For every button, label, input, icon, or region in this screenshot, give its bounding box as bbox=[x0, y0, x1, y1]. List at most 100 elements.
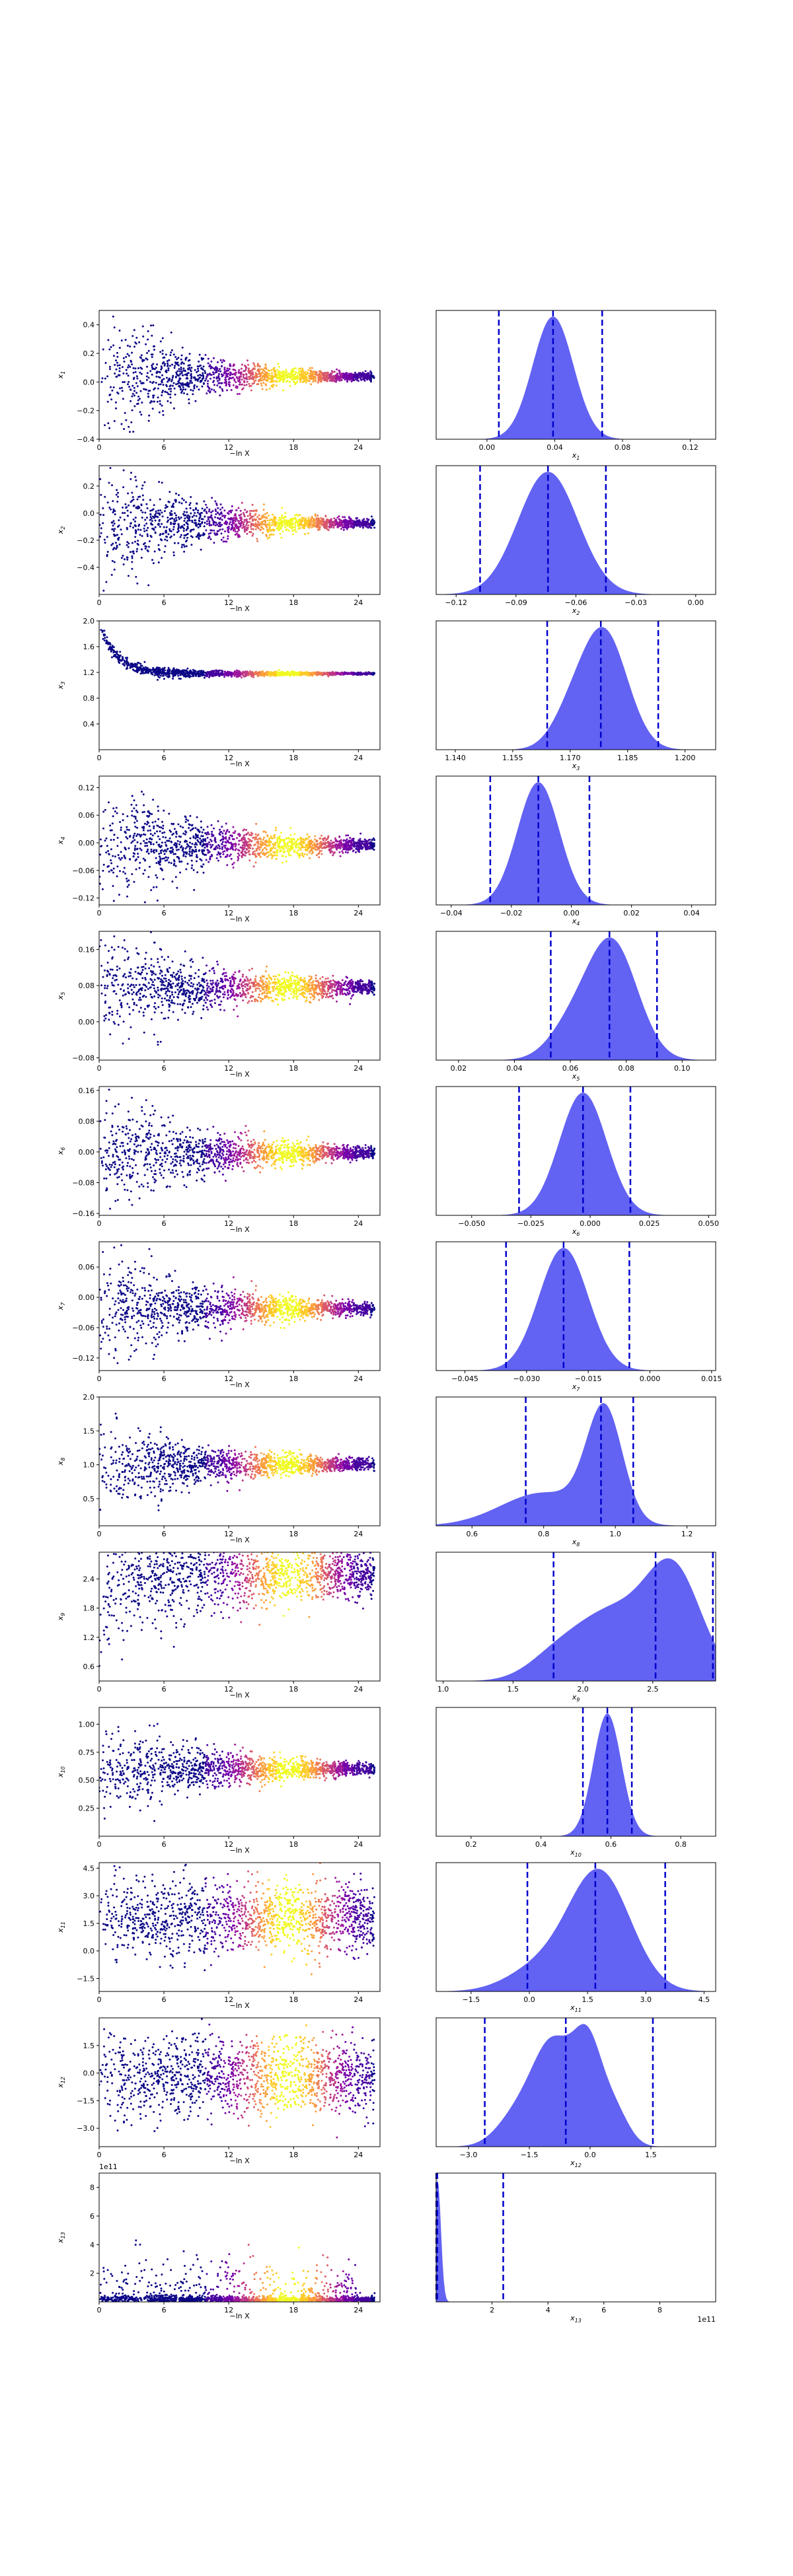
sample-point bbox=[265, 534, 268, 536]
sample-point bbox=[177, 528, 179, 530]
sample-point bbox=[252, 382, 255, 384]
sample-point bbox=[180, 366, 182, 369]
posterior-density bbox=[436, 627, 716, 750]
sample-point bbox=[278, 528, 280, 531]
sample-point bbox=[196, 371, 198, 373]
sample-point bbox=[142, 667, 145, 670]
sample-point bbox=[176, 382, 179, 385]
sample-point bbox=[247, 674, 250, 676]
sample-point bbox=[136, 661, 139, 664]
sample-point bbox=[137, 505, 140, 508]
sample-point bbox=[132, 431, 135, 433]
sample-point bbox=[149, 519, 151, 521]
sample-point bbox=[295, 530, 297, 533]
sample-point bbox=[219, 368, 221, 371]
sample-point bbox=[336, 517, 339, 519]
sample-point bbox=[294, 526, 296, 528]
sample-point bbox=[205, 529, 208, 532]
sample-point bbox=[251, 523, 254, 525]
sample-point bbox=[181, 382, 184, 384]
sample-point bbox=[263, 672, 266, 674]
scatter-points bbox=[100, 629, 375, 681]
sample-point bbox=[245, 373, 247, 375]
sample-point bbox=[130, 361, 133, 363]
sample-point bbox=[206, 506, 208, 509]
sample-point bbox=[120, 557, 123, 559]
sample-point bbox=[297, 524, 299, 527]
sample-point bbox=[191, 516, 194, 519]
sample-point bbox=[188, 671, 190, 674]
sample-point bbox=[182, 374, 184, 376]
sample-point bbox=[177, 357, 180, 359]
sample-point bbox=[145, 343, 147, 345]
sample-point bbox=[366, 378, 369, 381]
sample-point bbox=[221, 388, 223, 390]
sample-point bbox=[334, 672, 336, 674]
sample-point bbox=[197, 370, 200, 373]
sample-point bbox=[334, 522, 336, 524]
sample-point bbox=[321, 523, 323, 525]
sample-point bbox=[116, 361, 118, 364]
sample-point bbox=[112, 508, 115, 511]
sample-point bbox=[116, 812, 118, 814]
sample-point bbox=[215, 532, 218, 535]
sample-point bbox=[147, 526, 149, 529]
sample-point bbox=[116, 365, 119, 367]
sample-point bbox=[308, 851, 311, 854]
sample-point bbox=[130, 501, 132, 503]
sample-point bbox=[176, 358, 178, 361]
sample-point bbox=[299, 374, 301, 376]
sample-point bbox=[243, 512, 245, 515]
sample-point bbox=[155, 375, 158, 378]
sample-point bbox=[122, 469, 125, 472]
sample-point bbox=[144, 668, 147, 670]
y-tick-label: −0.2 bbox=[77, 407, 94, 415]
sample-point bbox=[161, 337, 164, 340]
sample-point bbox=[139, 356, 141, 359]
sample-point bbox=[317, 378, 320, 380]
x-tick-label: 1.200 bbox=[675, 754, 696, 762]
sample-point bbox=[282, 380, 285, 383]
sample-point bbox=[250, 515, 253, 518]
x-tick-label: 0.08 bbox=[615, 443, 631, 452]
sample-point bbox=[103, 639, 106, 642]
sample-point bbox=[169, 528, 171, 530]
sample-point bbox=[225, 520, 227, 522]
sample-point bbox=[130, 472, 132, 474]
sample-point bbox=[199, 858, 202, 861]
sample-point bbox=[293, 529, 295, 532]
sample-point bbox=[303, 520, 306, 522]
sample-point bbox=[243, 384, 246, 386]
sample-point bbox=[227, 383, 230, 386]
x-tick-label: 0 bbox=[97, 754, 102, 762]
sample-point bbox=[295, 520, 298, 522]
sample-point bbox=[243, 519, 246, 521]
sample-point bbox=[266, 512, 268, 515]
sample-point bbox=[156, 674, 159, 676]
sample-point bbox=[268, 527, 271, 530]
sample-point bbox=[265, 388, 268, 391]
sample-point bbox=[182, 513, 185, 515]
sample-point bbox=[266, 376, 268, 379]
y-tick-label: 0.2 bbox=[83, 349, 95, 358]
sample-point bbox=[235, 509, 238, 511]
sample-point bbox=[163, 356, 166, 359]
sample-point bbox=[151, 559, 153, 561]
sample-point bbox=[224, 530, 226, 532]
sample-point bbox=[340, 373, 343, 375]
sample-point bbox=[160, 368, 163, 371]
sample-point bbox=[233, 373, 236, 375]
sample-point bbox=[110, 508, 112, 511]
sample-point bbox=[114, 401, 117, 404]
sample-point bbox=[198, 670, 200, 672]
sample-point bbox=[311, 517, 313, 519]
sample-point bbox=[112, 815, 114, 818]
sample-point bbox=[342, 524, 344, 526]
sample-point bbox=[305, 371, 307, 373]
sample-point bbox=[163, 365, 166, 367]
sample-point bbox=[128, 542, 130, 545]
sample-point bbox=[342, 516, 344, 519]
sample-point bbox=[182, 526, 184, 528]
sample-point bbox=[147, 395, 150, 398]
